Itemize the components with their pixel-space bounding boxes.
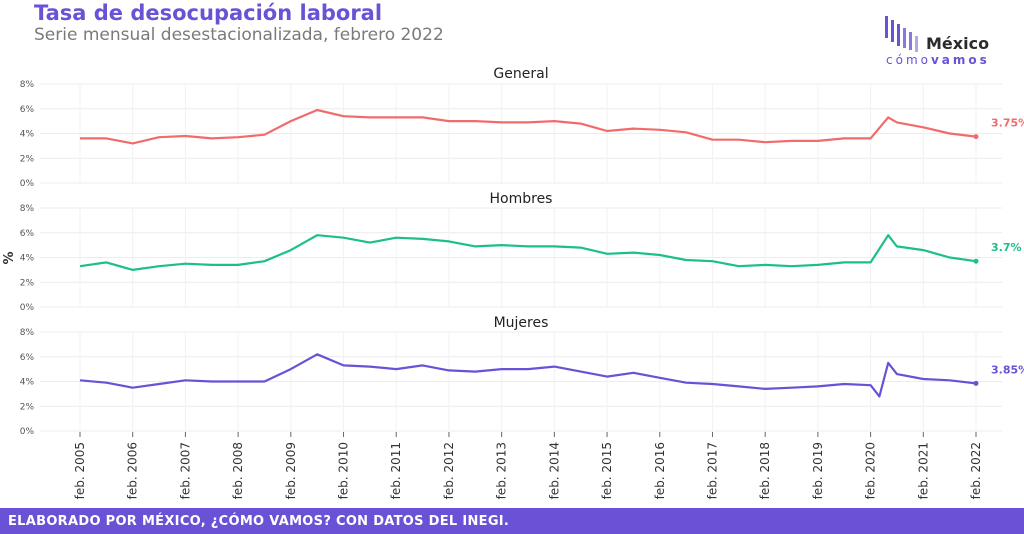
series-end-label: 3.85% — [991, 363, 1024, 376]
y-tick-label: 0% — [20, 427, 35, 437]
series-end-label: 3.7% — [991, 241, 1022, 254]
series-end-point — [973, 380, 979, 386]
x-tick-label: feb. 2009 — [284, 442, 298, 499]
logo-tagline: cómovamos — [886, 53, 990, 67]
series-end-label: 3.75% — [991, 117, 1024, 130]
logo-tagline-light: cómo — [886, 53, 931, 67]
y-tick-label: 0% — [20, 303, 35, 313]
chart-title: Tasa de desocupación laboral — [34, 1, 383, 25]
y-tick-label: 8% — [20, 204, 35, 214]
x-tick-label: feb. 2006 — [126, 442, 140, 499]
series-end-point — [973, 258, 979, 264]
series-line — [80, 108, 977, 145]
chart-subtitle: Serie mensual desestacionalizada, febrer… — [34, 25, 444, 45]
series-line — [79, 353, 977, 398]
x-tick-label: feb. 2012 — [442, 442, 456, 499]
y-tick-label: 2% — [20, 402, 35, 412]
x-tick-label: feb. 2010 — [337, 442, 351, 499]
y-tick-label: 4% — [20, 378, 35, 388]
x-tick-label: feb. 2016 — [653, 442, 667, 499]
y-tick-label: 8% — [20, 328, 35, 338]
x-tick-label: feb. 2020 — [864, 442, 878, 499]
x-tick-label: feb. 2005 — [73, 442, 87, 499]
y-tick-label: 6% — [20, 105, 35, 115]
y-tick-label: 4% — [20, 254, 35, 264]
panel-title: Hombres — [490, 191, 553, 207]
series-line — [79, 234, 977, 271]
x-tick-label: feb. 2011 — [389, 442, 403, 499]
x-tick-label: feb. 2017 — [705, 442, 719, 499]
x-tick-label: feb. 2018 — [758, 442, 772, 499]
x-tick-label: feb. 2015 — [600, 442, 614, 499]
y-axis-label: % — [2, 251, 17, 264]
footer-bar: ELABORADO POR MÉXICO, ¿CÓMO VAMOS? CON D… — [0, 508, 1024, 534]
logo-bars-icon — [885, 16, 918, 52]
y-tick-label: 4% — [20, 130, 35, 140]
y-tick-label: 2% — [20, 278, 35, 288]
footer-credit: ELABORADO POR MÉXICO, ¿CÓMO VAMOS? CON D… — [8, 514, 510, 529]
y-tick-label: 6% — [20, 353, 35, 363]
x-tick-label: feb. 2019 — [811, 442, 825, 499]
x-tick-label: feb. 2007 — [178, 442, 192, 499]
y-tick-label: 2% — [20, 154, 35, 164]
y-tick-label: 0% — [20, 179, 35, 189]
unemployment-chart: 0% 2% 4% 6% 8% General 3.75% 0% 2% 4% 6% 8% Hombres 3… — [2, 66, 1024, 499]
panel-title: General — [493, 66, 548, 82]
x-tick-label: feb. 2008 — [231, 442, 245, 499]
series-end-point — [973, 134, 979, 140]
x-tick-label: feb. 2014 — [547, 442, 561, 499]
logo-tagline-bold: vamos — [930, 53, 990, 67]
logo-wordmark: México — [926, 34, 990, 53]
x-tick-label: feb. 2013 — [495, 442, 509, 499]
y-tick-label: 8% — [20, 80, 35, 90]
x-tick-label: feb. 2021 — [916, 442, 930, 499]
mexico-como-vamos-logo: México cómovamos — [884, 14, 1016, 70]
y-tick-label: 6% — [20, 229, 35, 239]
x-tick-label: feb. 2022 — [969, 442, 983, 499]
panel-title: Mujeres — [494, 315, 549, 331]
